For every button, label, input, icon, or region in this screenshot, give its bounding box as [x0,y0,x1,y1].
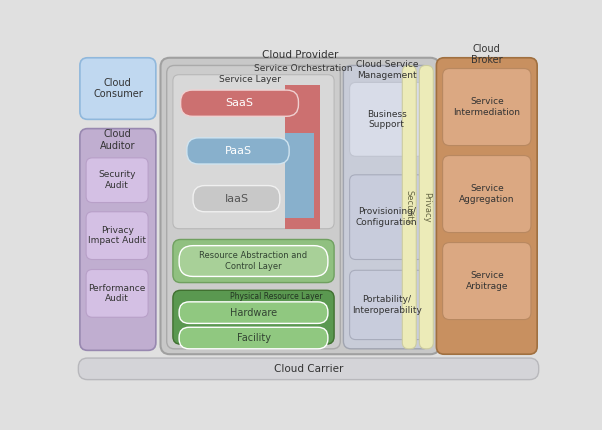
FancyBboxPatch shape [173,240,334,283]
FancyBboxPatch shape [343,65,430,349]
FancyBboxPatch shape [80,129,156,350]
Text: IaaS: IaaS [225,194,249,204]
Text: Service
Aggregation: Service Aggregation [459,184,515,204]
FancyBboxPatch shape [173,75,334,229]
FancyBboxPatch shape [167,65,340,349]
FancyBboxPatch shape [193,186,280,212]
Text: Privacy
Impact Audit: Privacy Impact Audit [88,226,146,246]
Text: Security
Audit: Security Audit [98,170,136,190]
Text: Business
Support: Business Support [367,110,407,129]
Text: Cloud
Broker: Cloud Broker [471,44,503,65]
FancyBboxPatch shape [402,65,416,349]
FancyBboxPatch shape [181,90,299,116]
FancyBboxPatch shape [161,58,439,354]
FancyBboxPatch shape [179,327,328,349]
FancyBboxPatch shape [420,65,433,349]
Text: Physical Resource Layer: Physical Resource Layer [230,292,323,301]
FancyBboxPatch shape [78,358,539,380]
FancyBboxPatch shape [442,156,531,233]
Text: Service Layer: Service Layer [219,75,281,84]
FancyBboxPatch shape [80,58,156,120]
Text: Facility: Facility [237,333,270,343]
FancyBboxPatch shape [187,138,289,164]
FancyBboxPatch shape [442,243,531,319]
Text: Privacy: Privacy [422,192,431,222]
Text: Portability/
Interoperability: Portability/ Interoperability [352,295,422,315]
FancyBboxPatch shape [436,58,537,354]
FancyBboxPatch shape [442,68,531,145]
FancyBboxPatch shape [179,246,328,276]
Text: Service
Arbitrage: Service Arbitrage [465,271,508,291]
FancyBboxPatch shape [86,270,148,317]
FancyBboxPatch shape [350,83,424,157]
Text: Hardware: Hardware [230,307,277,318]
FancyBboxPatch shape [86,212,148,259]
Text: Cloud
Consumer: Cloud Consumer [93,78,143,99]
FancyBboxPatch shape [350,175,424,259]
Text: Provisioning/
Configuration: Provisioning/ Configuration [356,207,418,227]
FancyBboxPatch shape [350,270,424,340]
Text: PaaS: PaaS [225,146,252,156]
FancyBboxPatch shape [179,302,328,323]
Polygon shape [285,133,314,218]
Text: Service
Intermediation: Service Intermediation [453,97,520,117]
Text: Performance
Audit: Performance Audit [88,284,146,303]
Text: SaaS: SaaS [226,98,253,108]
Text: Cloud Provider: Cloud Provider [262,50,338,60]
Polygon shape [285,86,320,229]
FancyBboxPatch shape [173,290,334,344]
Text: Cloud
Auditor: Cloud Auditor [100,129,135,151]
FancyBboxPatch shape [86,158,148,203]
Text: Cloud Carrier: Cloud Carrier [274,364,343,374]
Text: Security: Security [405,190,414,224]
Text: Cloud Service
Management: Cloud Service Management [356,60,418,80]
Text: Service Orchestration: Service Orchestration [253,64,352,73]
Text: Resource Abstraction and
Control Layer: Resource Abstraction and Control Layer [199,252,308,271]
